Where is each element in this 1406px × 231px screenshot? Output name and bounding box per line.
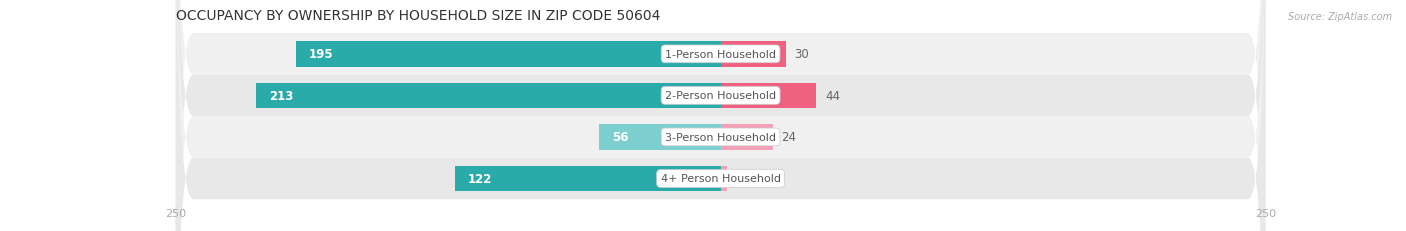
Text: 2-Person Household: 2-Person Household	[665, 91, 776, 101]
Bar	[599, 125, 721, 150]
Text: 1-Person Household: 1-Person Household	[665, 50, 776, 60]
Bar	[721, 83, 817, 109]
Bar	[721, 125, 773, 150]
Bar	[256, 83, 721, 109]
Text: 44: 44	[825, 89, 841, 102]
Text: 4+ Person Household: 4+ Person Household	[661, 174, 780, 184]
Text: 122: 122	[468, 172, 492, 185]
Text: 195: 195	[309, 48, 333, 61]
Text: OCCUPANCY BY OWNERSHIP BY HOUSEHOLD SIZE IN ZIP CODE 50604: OCCUPANCY BY OWNERSHIP BY HOUSEHOLD SIZE…	[176, 9, 661, 22]
Bar	[721, 166, 727, 191]
FancyBboxPatch shape	[176, 0, 1265, 231]
Text: 24: 24	[782, 131, 797, 144]
FancyBboxPatch shape	[176, 0, 1265, 231]
Bar	[295, 42, 721, 67]
FancyBboxPatch shape	[176, 0, 1265, 231]
Text: 213: 213	[270, 89, 294, 102]
Text: Source: ZipAtlas.com: Source: ZipAtlas.com	[1288, 12, 1392, 21]
Text: 30: 30	[794, 48, 810, 61]
Bar	[454, 166, 721, 191]
Text: 3-Person Household: 3-Person Household	[665, 132, 776, 142]
Bar	[721, 42, 786, 67]
Text: 3: 3	[735, 172, 744, 185]
FancyBboxPatch shape	[176, 0, 1265, 231]
Text: 56: 56	[612, 131, 628, 144]
